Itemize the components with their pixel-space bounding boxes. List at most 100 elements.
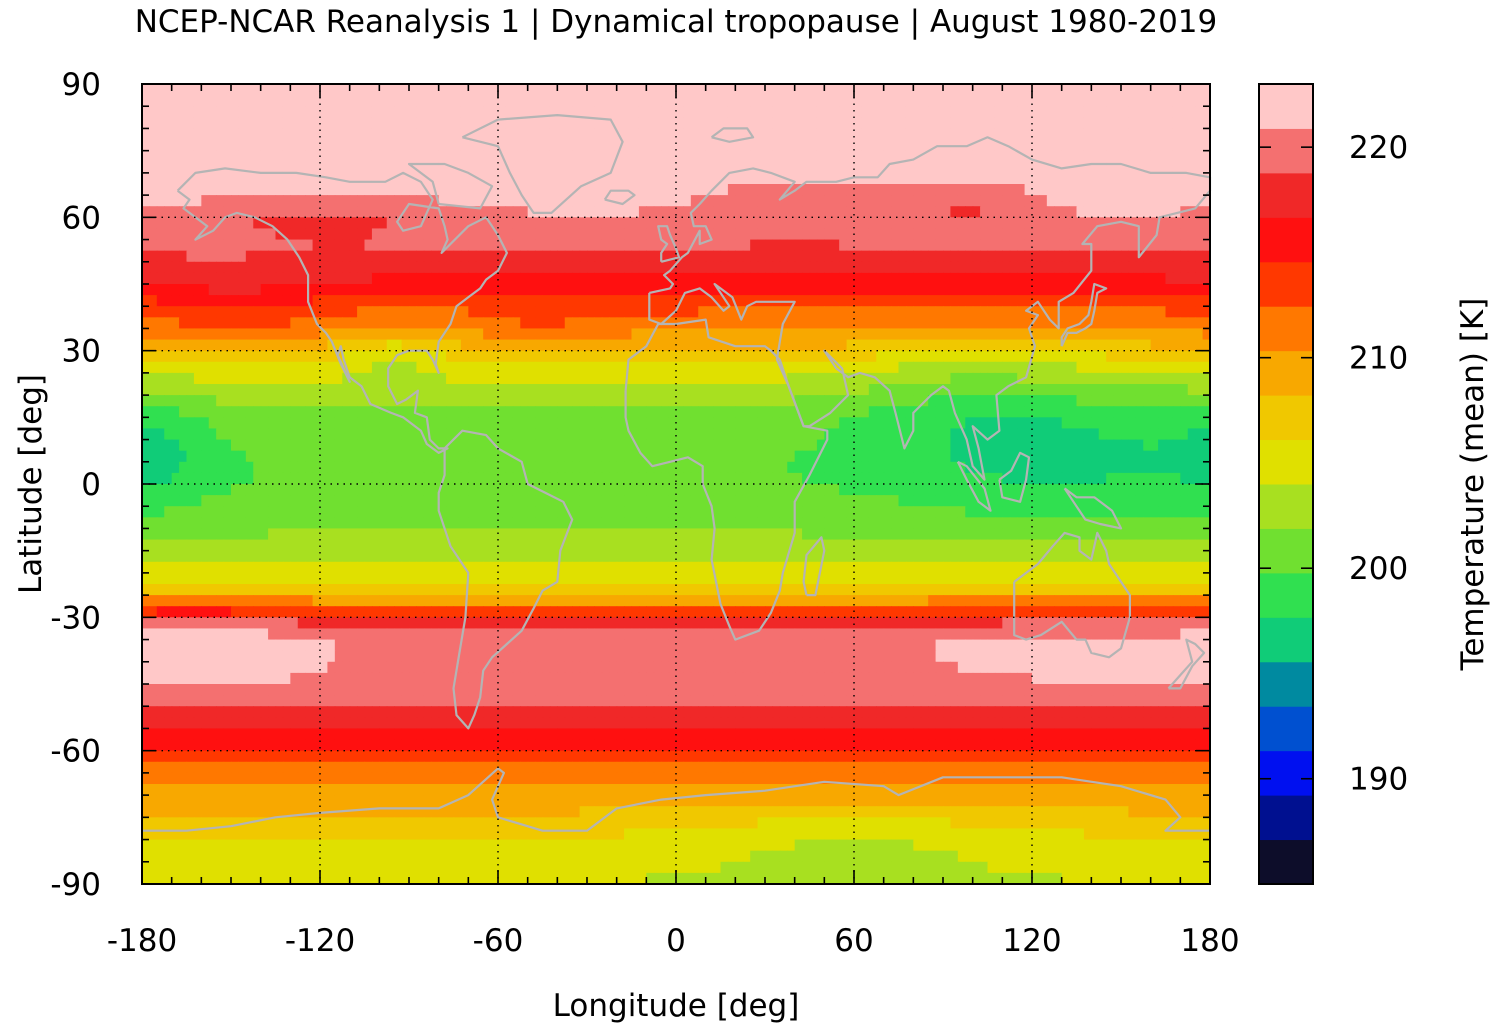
field-cell [179, 150, 188, 163]
field-cell [1150, 217, 1159, 230]
field-cell [305, 95, 314, 107]
field-cell [824, 317, 833, 330]
field-cell [868, 206, 877, 218]
field-cell [1121, 250, 1130, 263]
field-cell [223, 128, 232, 141]
field-cell [179, 261, 188, 274]
field-cell [928, 328, 937, 341]
field-cell [742, 350, 751, 363]
field-cell [839, 139, 848, 152]
field-cell [772, 161, 781, 174]
field-cell [1046, 139, 1055, 152]
field-cell [1083, 450, 1092, 463]
field-cell [898, 372, 907, 385]
field-cell [809, 384, 818, 396]
field-cell [1076, 384, 1085, 396]
field-cell [735, 172, 744, 185]
field-cell [297, 284, 306, 296]
field-cell [201, 372, 210, 385]
field-cell [490, 339, 499, 352]
field-cell [868, 395, 877, 407]
field-cell [245, 439, 254, 452]
field-cell [587, 272, 596, 285]
field-cell [943, 450, 952, 463]
field-cell [720, 317, 729, 330]
field-cell [208, 184, 217, 196]
field-cell [1083, 439, 1092, 452]
field-cell [1180, 228, 1189, 241]
field-cell [698, 406, 707, 418]
field-cell [1098, 195, 1107, 207]
field-cell [535, 228, 544, 241]
field-cell [409, 284, 418, 296]
field-cell [876, 272, 885, 285]
field-cell [364, 195, 373, 207]
field-cell [1076, 306, 1085, 318]
field-cell [512, 395, 521, 407]
field-cell [957, 261, 966, 274]
field-cell [1017, 384, 1026, 396]
field-cell [1158, 250, 1167, 263]
field-cell [564, 228, 573, 241]
field-cell [179, 195, 188, 207]
field-cell [483, 339, 492, 352]
field-cell [1180, 95, 1189, 107]
field-cell [1002, 406, 1011, 418]
field-cell [520, 106, 529, 118]
field-cell [357, 461, 366, 474]
field-cell [401, 417, 410, 430]
field-cell [854, 117, 863, 130]
field-cell [142, 261, 151, 274]
field-cell [846, 128, 855, 141]
field-cell [1039, 217, 1048, 230]
field-cell [609, 372, 618, 385]
field-cell [1069, 417, 1078, 430]
field-cell [305, 250, 314, 263]
field-cell [1069, 139, 1078, 152]
field-cell [1046, 450, 1055, 463]
field-cell [483, 417, 492, 430]
field-cell [416, 84, 425, 96]
field-cell [1202, 95, 1211, 107]
field-cell [164, 406, 173, 418]
field-cell [549, 217, 558, 230]
field-cell [505, 317, 514, 330]
field-cell [705, 339, 714, 352]
field-cell [609, 317, 618, 330]
field-cell [1172, 117, 1181, 130]
field-cell [423, 339, 432, 352]
field-cell [1076, 395, 1085, 407]
field-cell [1069, 106, 1078, 118]
field-cell [231, 95, 240, 107]
field-cell [305, 406, 314, 418]
field-cell [245, 317, 254, 330]
field-cell [898, 184, 907, 196]
field-cell [520, 95, 529, 107]
field-cell [490, 384, 499, 396]
field-cell [349, 372, 358, 385]
field-cell [431, 195, 440, 207]
field-cell [587, 372, 596, 385]
field-cell [1009, 428, 1018, 441]
field-cell [357, 261, 366, 274]
field-cell [594, 395, 603, 407]
field-cell [735, 361, 744, 374]
field-cell [965, 206, 974, 218]
field-cell [438, 184, 447, 196]
field-cell [802, 395, 811, 407]
field-cell [720, 284, 729, 296]
field-cell [275, 350, 284, 363]
field-cell [275, 428, 284, 441]
field-cell [868, 217, 877, 230]
field-cell [787, 239, 796, 252]
field-cell [216, 195, 225, 207]
field-cell [839, 339, 848, 352]
field-cell [564, 439, 573, 452]
field-cell [1121, 95, 1130, 107]
field-cell [245, 428, 254, 441]
field-cell [216, 184, 225, 196]
field-cell [253, 228, 262, 241]
field-cell [386, 306, 395, 318]
field-cell [1106, 228, 1115, 241]
field-cell [275, 95, 284, 107]
